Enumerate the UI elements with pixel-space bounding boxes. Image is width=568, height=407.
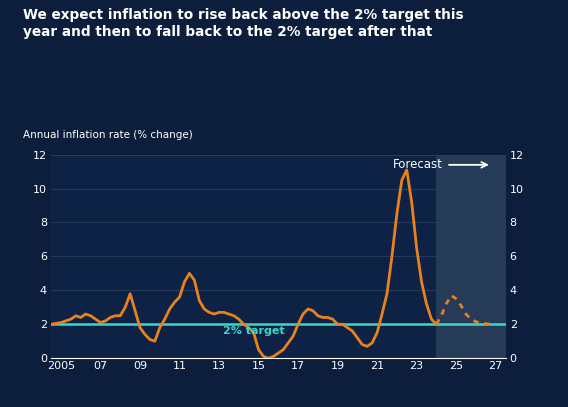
Text: 2% target: 2% target bbox=[223, 326, 285, 335]
Bar bbox=[436, 155, 506, 358]
Text: Forecast: Forecast bbox=[392, 158, 442, 171]
Text: We expect inflation to rise back above the 2% target this
year and then to fall : We expect inflation to rise back above t… bbox=[23, 8, 463, 39]
Text: Annual inflation rate (% change): Annual inflation rate (% change) bbox=[23, 130, 193, 140]
